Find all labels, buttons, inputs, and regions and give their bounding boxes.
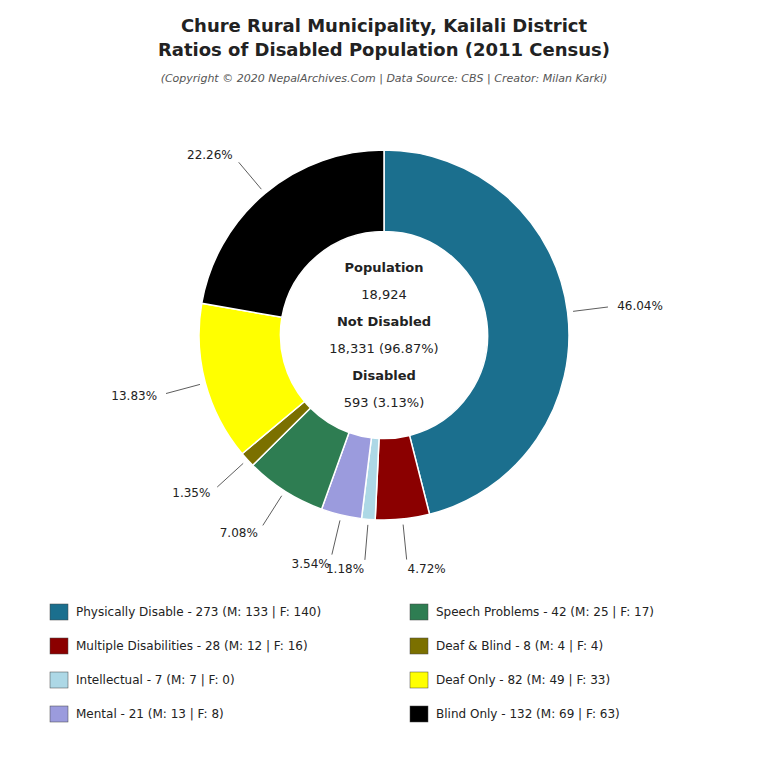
legend: Physically Disable - 273 (M: 133 | F: 14…: [50, 604, 654, 722]
legend-swatch: [410, 706, 428, 722]
title: Ratios of Disabled Population (2011 Cens…: [158, 39, 610, 60]
legend-entry: Blind Only - 132 (M: 69 | F: 63): [436, 707, 620, 721]
center-text: Disabled: [352, 368, 416, 383]
legend-entry: Intellectual - 7 (M: 7 | F: 0): [76, 673, 235, 687]
legend-swatch: [410, 604, 428, 620]
chart: Chure Rural Municipality, Kailali Distri…: [0, 0, 768, 768]
center-text: 593 (3.13%): [344, 395, 424, 410]
center-text: 18,331 (96.87%): [329, 341, 438, 356]
data-label: 13.83%: [111, 389, 157, 403]
leader-line: [332, 520, 340, 554]
center-text: Population: [344, 260, 423, 275]
leader-line: [365, 525, 368, 560]
legend-swatch: [410, 638, 428, 654]
legend-swatch: [410, 672, 428, 688]
leader-line: [263, 496, 282, 526]
legend-entry: Physically Disable - 273 (M: 133 | F: 14…: [76, 605, 321, 619]
legend-swatch: [50, 706, 68, 722]
data-label: 4.72%: [408, 562, 446, 576]
data-label: 7.08%: [220, 526, 258, 540]
center-text: Not Disabled: [337, 314, 431, 329]
title: Chure Rural Municipality, Kailali Distri…: [181, 15, 588, 36]
legend-entry: Deaf Only - 82 (M: 49 | F: 33): [436, 673, 610, 687]
legend-entry: Deaf & Blind - 8 (M: 4 | F: 4): [436, 639, 603, 653]
center-text: 18,924: [361, 287, 407, 302]
legend-swatch: [50, 638, 68, 654]
legend-entry: Multiple Disabilities - 28 (M: 12 | F: 1…: [76, 639, 308, 653]
legend-swatch: [50, 672, 68, 688]
background: [0, 0, 768, 768]
legend-entry: Mental - 21 (M: 13 | F: 8): [76, 707, 224, 721]
data-label: 22.26%: [187, 148, 233, 162]
slice: [375, 435, 429, 520]
leader-line: [573, 307, 608, 311]
leader-line: [166, 384, 200, 393]
data-label: 1.35%: [172, 486, 210, 500]
slice: [202, 150, 384, 317]
data-label: 46.04%: [617, 299, 663, 313]
leader-line: [239, 162, 262, 189]
leader-line: [217, 463, 243, 487]
legend-swatch: [50, 604, 68, 620]
donut: 46.04% 4.72% 1.18%3.54% 7.08% 1.35% 13.83% 22.…: [111, 148, 663, 576]
data-label: 1.18%: [326, 562, 364, 576]
data-label: 3.54%: [292, 557, 330, 571]
legend-entry: Speech Problems - 42 (M: 25 | F: 17): [436, 605, 654, 619]
subtitle: (Copyright © 2020 NepalArchives.Com | Da…: [161, 72, 608, 85]
leader-line: [403, 525, 407, 560]
slice: [199, 303, 305, 453]
